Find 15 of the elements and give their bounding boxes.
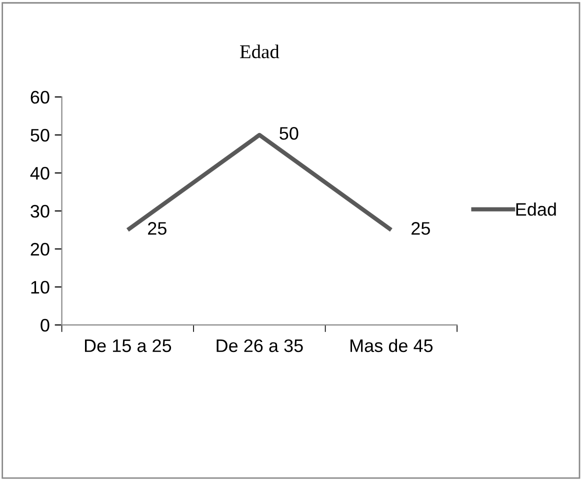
legend-label: Edad xyxy=(516,202,556,216)
y-tick-label: 50 xyxy=(30,128,50,142)
y-tick-label: 40 xyxy=(30,166,50,180)
y-tick-label: 10 xyxy=(31,280,50,294)
data-label: 50 xyxy=(280,127,298,140)
y-tick-label: 20 xyxy=(30,242,50,256)
data-label: 25 xyxy=(412,222,430,235)
x-tick-label: Mas de 45 xyxy=(350,338,433,352)
data-label: 25 xyxy=(148,222,166,235)
x-tick-label: De 15 a 25 xyxy=(84,339,172,352)
x-tick-label: De 26 a 35 xyxy=(216,339,303,352)
y-tick-label: 30 xyxy=(30,204,50,218)
chart-title: Edad xyxy=(240,44,280,58)
y-tick-label: 0 xyxy=(40,318,50,332)
y-tick-label: 60 xyxy=(30,90,50,104)
